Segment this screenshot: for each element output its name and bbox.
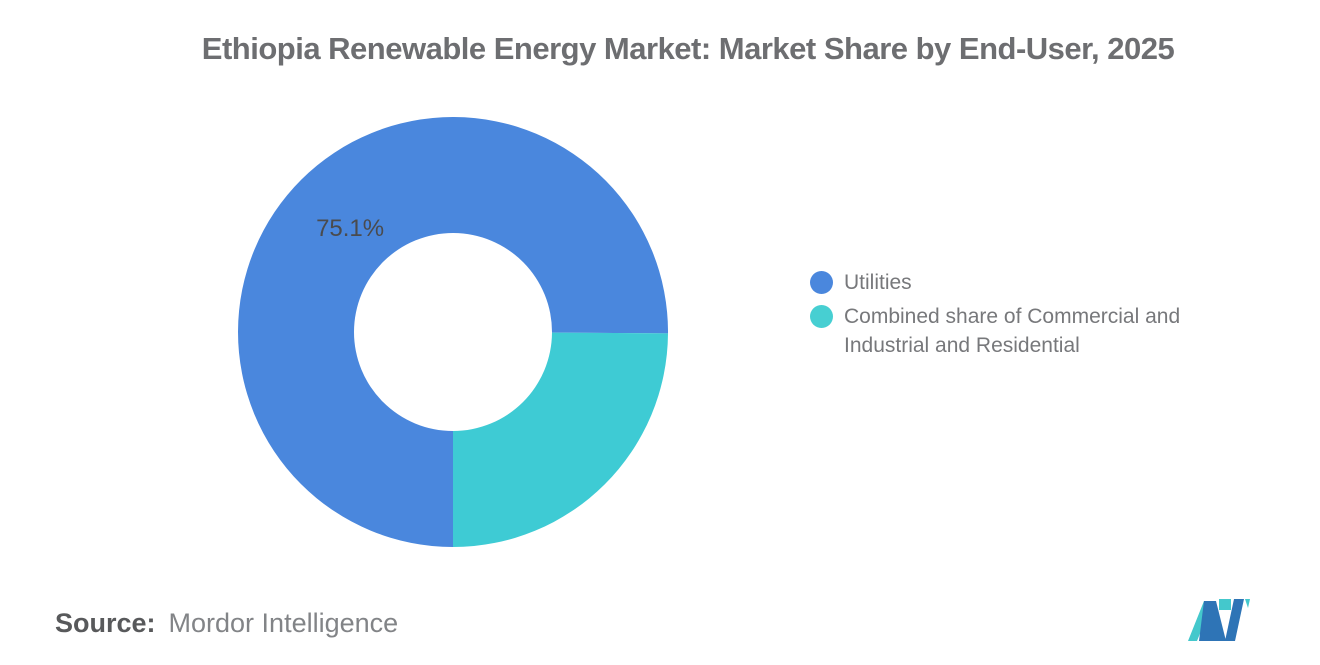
source-line: Source: Mordor Intelligence [55,608,398,639]
legend-item-combined-share: Combined share of Commercial and Industr… [810,302,1212,360]
chart-title: Ethiopia Renewable Energy Market: Market… [201,31,1175,66]
legend-swatch-combined-share-icon [810,305,833,328]
mordor-intelligence-logo [1188,599,1250,641]
legend-swatch-utilities-icon [810,271,833,294]
logo-teal-square [1219,599,1231,610]
logo-blue-stroke [1225,599,1244,641]
source-label: Source: [55,608,156,638]
logo-teal-corner [1245,599,1250,608]
legend-label-combined-share: Combined share of Commercial and Industr… [844,305,1181,357]
donut-slice-data-label: 75.1% [316,215,384,242]
logo-blue-peak [1199,601,1226,641]
donut-slice-utilities [238,117,668,547]
donut-chart: 75.1% [238,117,668,547]
source-value: Mordor Intelligence [168,608,399,638]
legend-item-utilities: Utilities [810,268,1212,297]
legend-label-utilities: Utilities [844,271,912,294]
legend: Utilities Combined share of Commercial a… [810,268,1212,360]
donut-slice-combined-share-of-commercial-a [453,332,668,547]
